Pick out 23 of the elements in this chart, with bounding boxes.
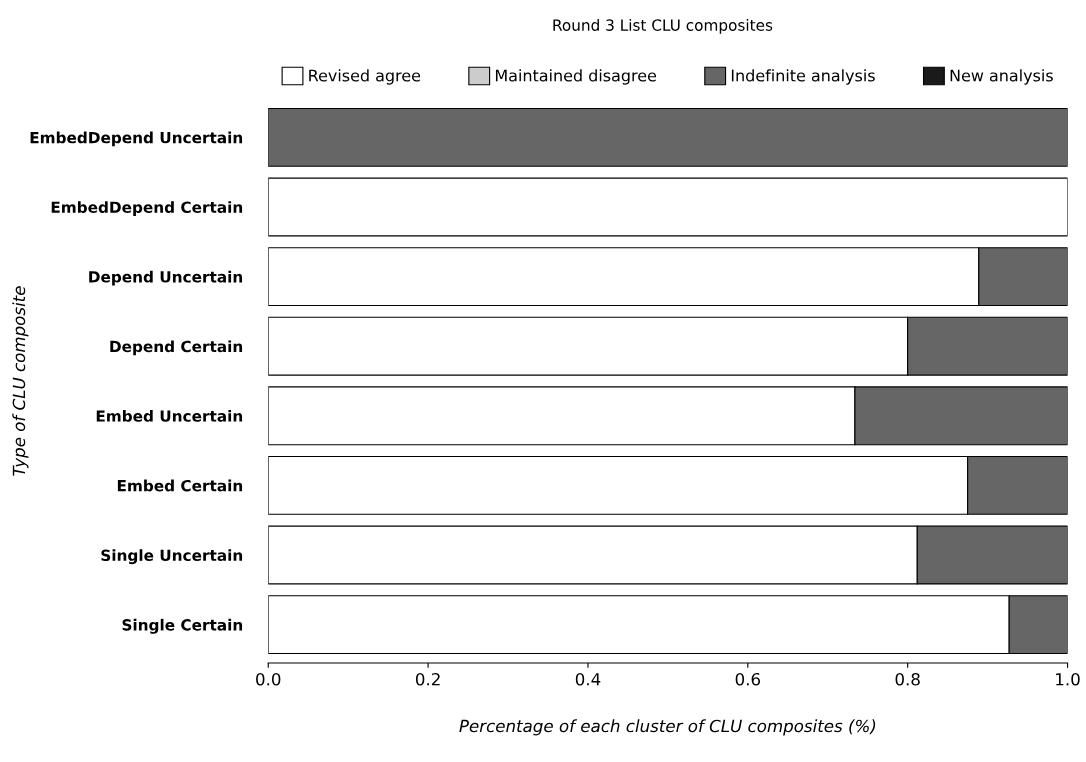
y-tick-label: Depend Uncertain: [89, 270, 243, 286]
y-tick-label: Embed Certain: [117, 479, 243, 492]
y-tick-label: Single Certain: [122, 618, 243, 634]
y-tick-label: Embed Uncertain: [96, 410, 243, 422]
legend-label: Maintained disagree: [495, 69, 657, 85]
bar: [268, 107, 1068, 167]
x-axis-title: Percentage of each cluster of CLU composites (%): [459, 719, 876, 736]
legend-label: New analysis: [950, 69, 1053, 85]
x-tick-label: 1.0: [1056, 672, 1080, 686]
x-tick-label: 0.2: [415, 672, 440, 686]
legend-label: Revised agree: [309, 69, 421, 85]
x-tick-label: 0.6: [735, 672, 761, 686]
y-tick-label: Depend Certain: [110, 340, 243, 356]
x-tick-label: 0.4: [575, 672, 601, 686]
y-tick-label: EmbedDepend Uncertain: [30, 131, 243, 147]
x-tick-label: 0.0: [256, 672, 281, 686]
y-tick-label: Single Uncertain: [101, 549, 243, 565]
y-axis-title: Type of CLU composite: [12, 286, 29, 476]
y-tick-label: EmbedDepend Certain: [51, 201, 243, 216]
chart-title: Round 3 List CLU composites: [553, 19, 773, 34]
bar: [268, 177, 1068, 237]
x-tick-label: 0.8: [895, 672, 920, 686]
legend-label: Indefinite analysis: [731, 69, 875, 85]
